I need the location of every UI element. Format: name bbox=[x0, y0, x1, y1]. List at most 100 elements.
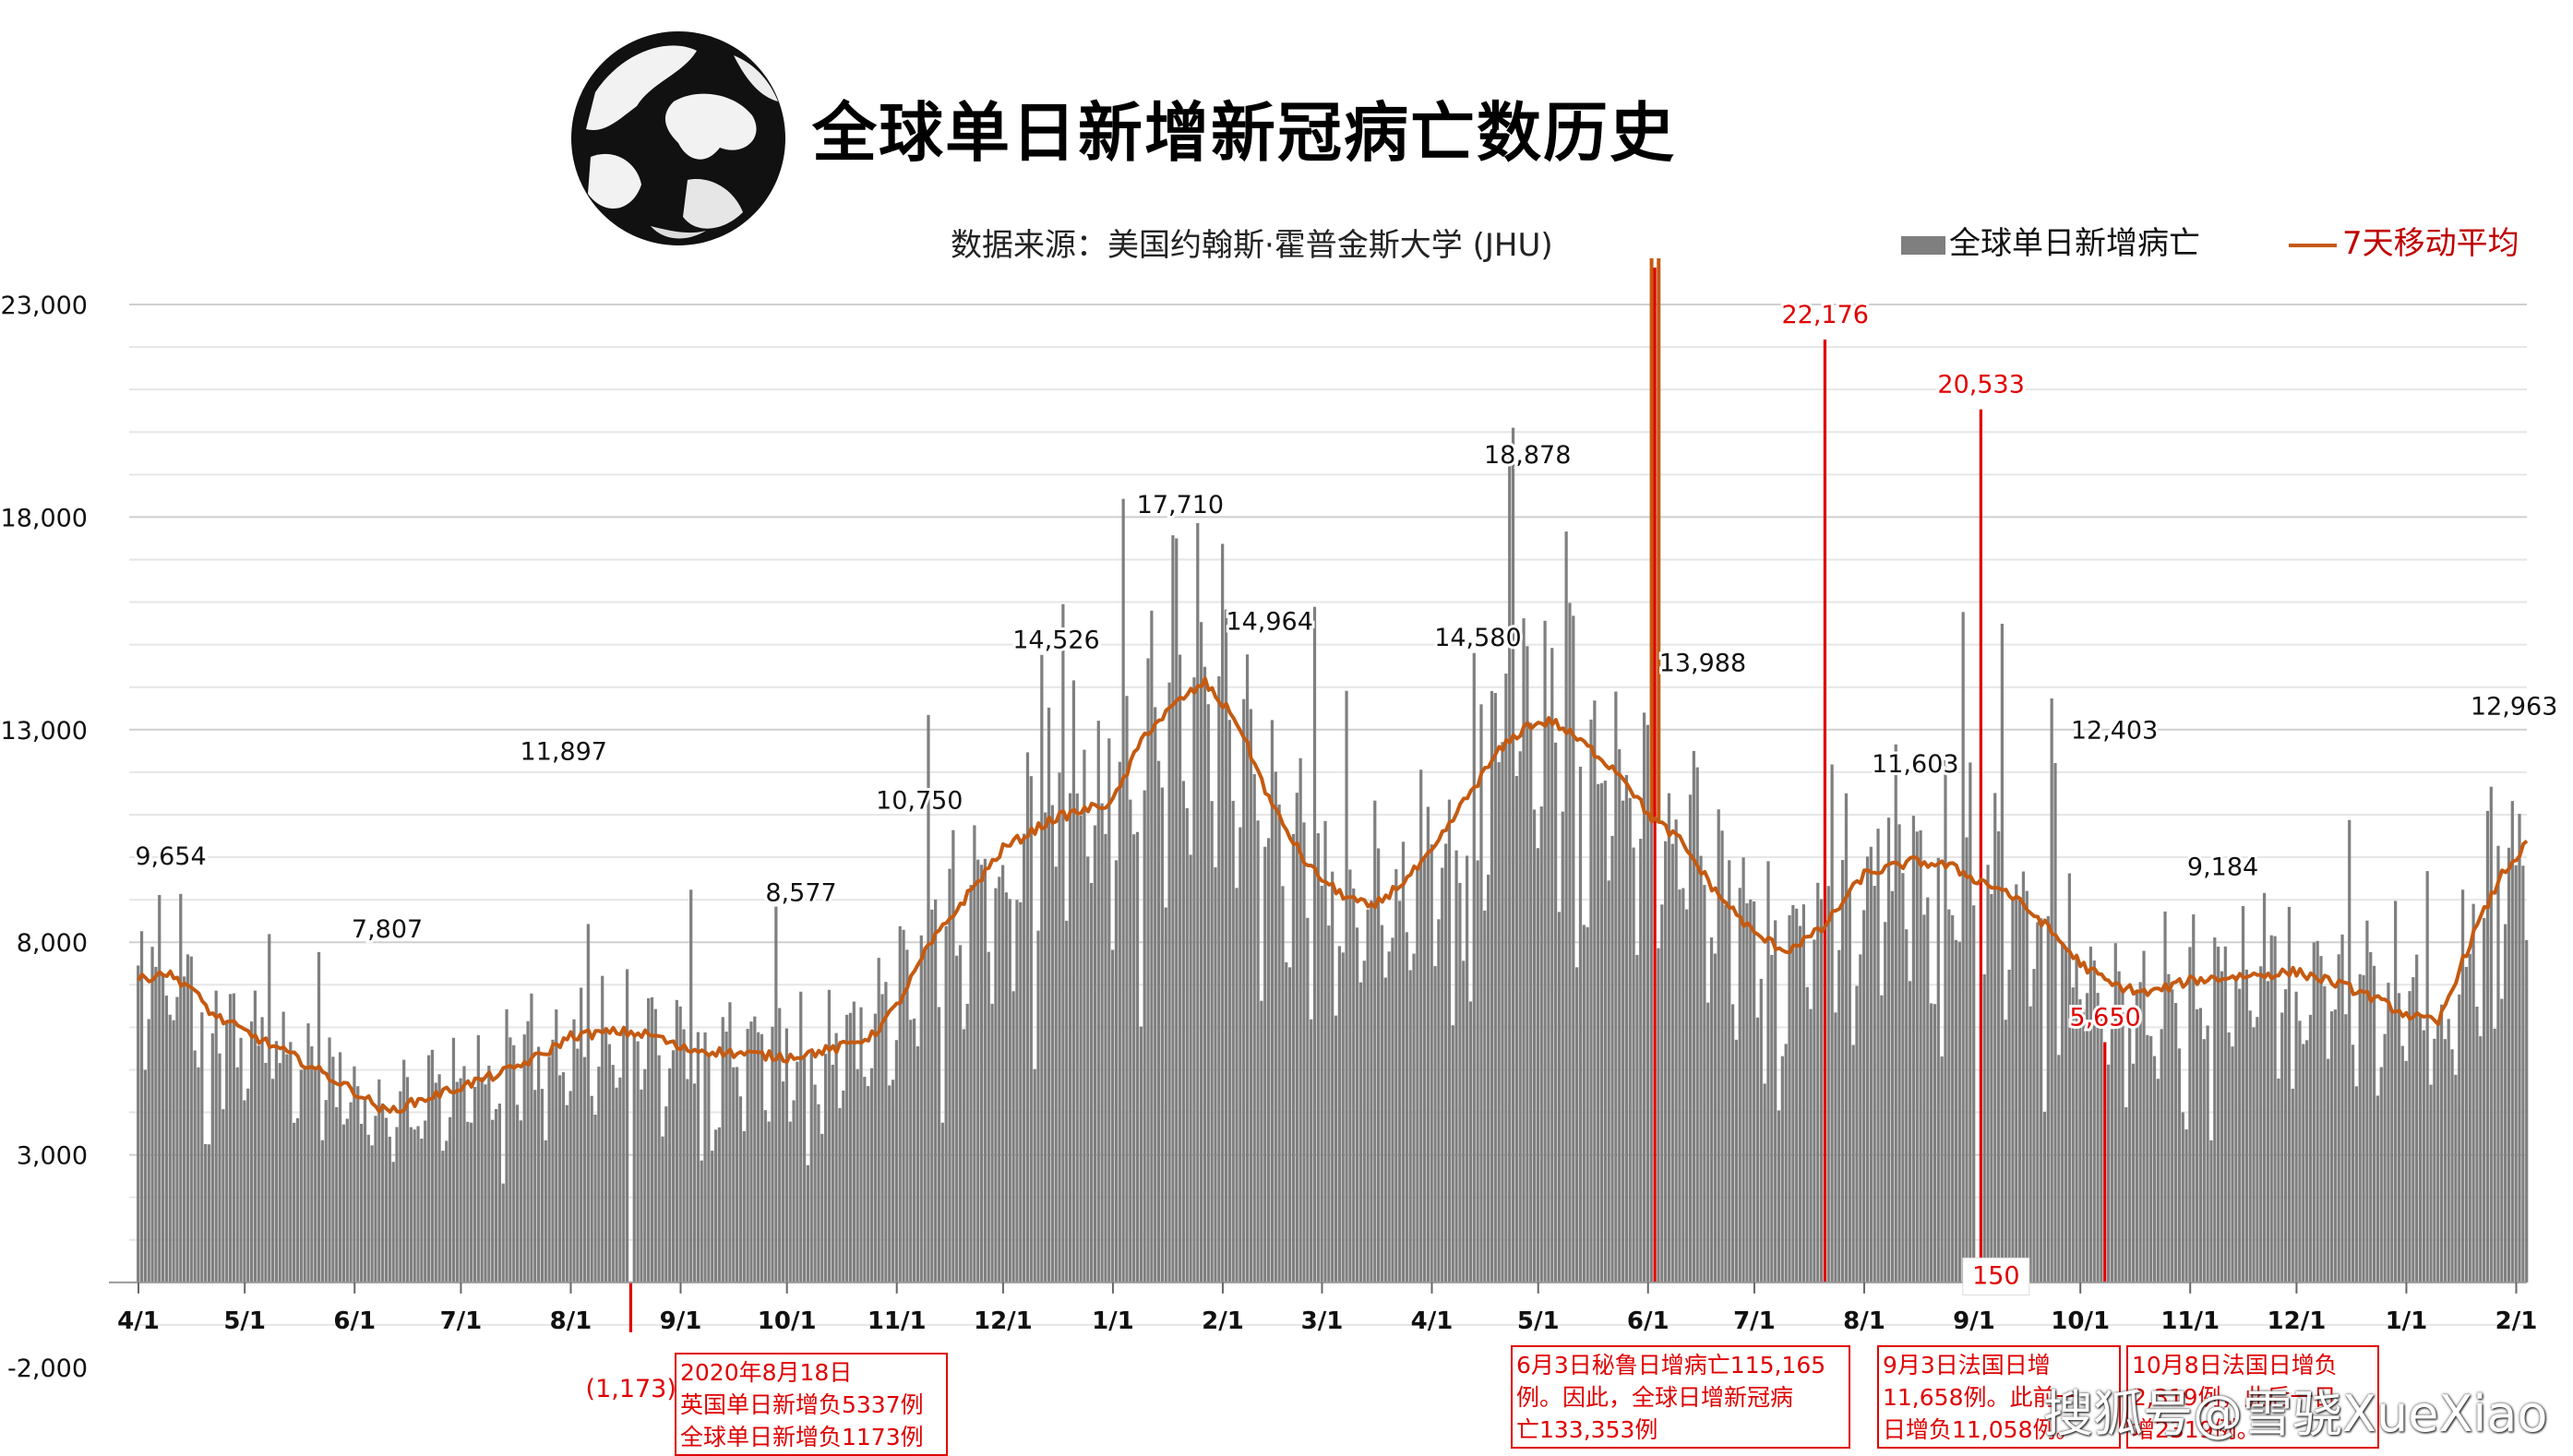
daily-bar bbox=[2195, 1008, 2199, 1283]
daily-bar bbox=[994, 888, 998, 1283]
daily-bar bbox=[306, 1023, 310, 1283]
daily-bar bbox=[856, 1068, 859, 1283]
daily-bar bbox=[2238, 988, 2242, 1283]
daily-bar bbox=[317, 951, 321, 1283]
daily-bar bbox=[1387, 951, 1391, 1283]
daily-bar bbox=[270, 1079, 275, 1283]
daily-bar bbox=[2018, 898, 2022, 1283]
daily-bar bbox=[1266, 838, 1271, 1283]
daily-bar bbox=[1653, 268, 1657, 1283]
daily-bar bbox=[2262, 892, 2267, 1283]
daily-bar bbox=[1692, 750, 1695, 1283]
daily-bar bbox=[632, 1035, 636, 1283]
daily-bar bbox=[593, 1115, 597, 1283]
daily-bar bbox=[1139, 1026, 1143, 1283]
daily-bar bbox=[1784, 1044, 1788, 1283]
daily-bar bbox=[2344, 1014, 2348, 1283]
data-label: 14,964 bbox=[1226, 607, 1312, 636]
daily-bar bbox=[1206, 704, 1210, 1283]
daily-bar bbox=[1646, 724, 1650, 1283]
daily-bar bbox=[2418, 1014, 2423, 1283]
daily-bar bbox=[268, 934, 271, 1283]
daily-bar bbox=[239, 1037, 243, 1283]
daily-bar bbox=[1660, 904, 1664, 1283]
daily-bar bbox=[1256, 820, 1260, 1283]
daily-bar bbox=[1508, 454, 1512, 1283]
daily-bar bbox=[210, 1032, 214, 1283]
daily-bar bbox=[1819, 899, 1824, 1283]
daily-bar bbox=[1550, 648, 1554, 1283]
daily-bar bbox=[894, 1040, 899, 1283]
daily-bar bbox=[455, 1081, 459, 1283]
daily-bar bbox=[877, 958, 880, 1283]
daily-bar bbox=[1341, 952, 1345, 1283]
x-tick-label: 4/1 bbox=[117, 1307, 160, 1335]
chart-title: 全球单日新增新冠病亡数历史 bbox=[812, 95, 1676, 171]
daily-bar bbox=[2269, 935, 2273, 1283]
daily-bar bbox=[1132, 834, 1136, 1283]
daily-bar bbox=[848, 1012, 853, 1283]
daily-bar bbox=[274, 1041, 279, 1283]
daily-bar bbox=[1047, 707, 1051, 1283]
daily-bar bbox=[505, 1008, 509, 1283]
daily-bar bbox=[1954, 939, 1958, 1283]
daily-bar bbox=[185, 954, 190, 1283]
daily-bar bbox=[2248, 1010, 2252, 1283]
daily-bar bbox=[1114, 860, 1119, 1283]
daily-bar bbox=[2329, 1011, 2334, 1283]
daily-bar bbox=[2510, 801, 2514, 1283]
daily-bar bbox=[2103, 1042, 2107, 1283]
daily-bar bbox=[2443, 1039, 2447, 1283]
daily-bar bbox=[888, 1085, 892, 1283]
daily-bar bbox=[2302, 1044, 2305, 1283]
daily-bar bbox=[799, 991, 803, 1283]
daily-bar bbox=[1023, 833, 1026, 1283]
daily-bar bbox=[281, 1011, 285, 1283]
daily-bar bbox=[356, 1086, 360, 1283]
x-tick-label: 4/1 bbox=[1411, 1307, 1454, 1335]
daily-bar bbox=[973, 825, 976, 1283]
daily-bar bbox=[2400, 1045, 2404, 1283]
daily-bar bbox=[366, 1134, 370, 1283]
daily-bar bbox=[328, 1037, 331, 1283]
daily-bar bbox=[572, 1019, 576, 1283]
daily-bar bbox=[781, 1081, 785, 1283]
daily-bar bbox=[1873, 886, 1876, 1283]
x-tick-label: 10/1 bbox=[758, 1307, 817, 1335]
daily-bar bbox=[154, 966, 158, 1283]
daily-bar bbox=[1982, 974, 1986, 1283]
daily-bar bbox=[703, 1032, 707, 1283]
daily-bar bbox=[2283, 989, 2288, 1283]
daily-bar bbox=[1260, 1000, 1263, 1283]
daily-bar bbox=[1104, 833, 1107, 1283]
daily-bar bbox=[760, 1033, 764, 1283]
daily-bar bbox=[1416, 869, 1419, 1283]
daily-bar bbox=[962, 1029, 965, 1283]
x-tick-label: 6/1 bbox=[1627, 1307, 1669, 1335]
daily-bar bbox=[2128, 1021, 2132, 1283]
daily-bar bbox=[671, 1050, 676, 1283]
daily-bar bbox=[324, 1100, 328, 1283]
daily-bar bbox=[1526, 646, 1529, 1283]
daily-bar bbox=[466, 1121, 470, 1283]
daily-bar bbox=[441, 1151, 445, 1283]
daily-bar bbox=[2202, 1039, 2206, 1283]
data-label: 14,580 bbox=[1434, 624, 1521, 652]
daily-bar bbox=[2163, 911, 2167, 1283]
daily-bar bbox=[1327, 925, 1331, 1283]
daily-bar bbox=[2372, 965, 2376, 1283]
daily-bar bbox=[533, 1090, 537, 1283]
daily-bar bbox=[1730, 1004, 1735, 1283]
daily-bar bbox=[462, 1066, 466, 1283]
daily-bar bbox=[2071, 987, 2075, 1283]
daily-bar bbox=[164, 996, 169, 1283]
daily-bar bbox=[1181, 781, 1186, 1283]
daily-bar bbox=[1865, 856, 1870, 1283]
daily-bar bbox=[590, 1095, 593, 1283]
daily-bar bbox=[1479, 704, 1483, 1283]
daily-bar bbox=[1922, 914, 1926, 1283]
daily-bar bbox=[1040, 654, 1044, 1283]
daily-bar bbox=[1355, 927, 1359, 1283]
daily-bar bbox=[1901, 873, 1905, 1283]
daily-bar bbox=[1192, 677, 1196, 1283]
